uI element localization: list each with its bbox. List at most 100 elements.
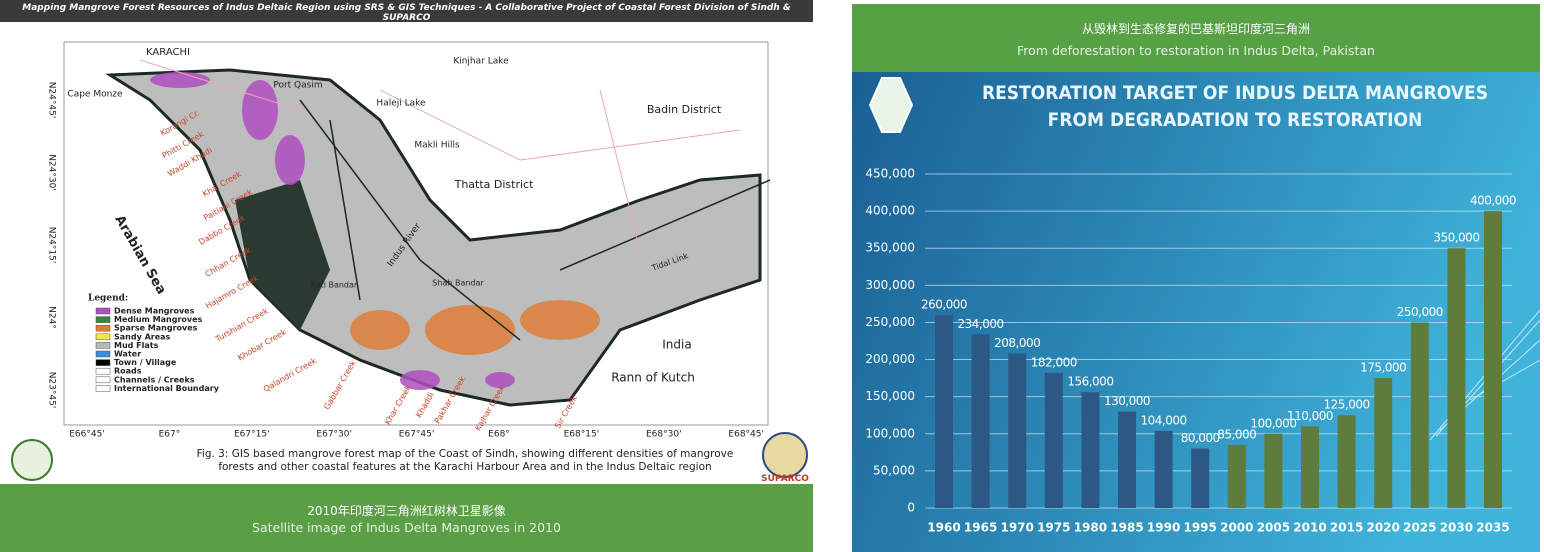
value-label: 175,000 [1360, 361, 1406, 375]
longitude-label: E68° [488, 430, 510, 440]
y-tick-label: 100,000 [865, 426, 915, 440]
bar [1118, 411, 1136, 508]
x-tick-label: 1970 [1000, 521, 1033, 535]
chart-title: RESTORATION TARGET OF INDUS DELTA MANGRO… [981, 82, 1489, 131]
place-label: Kinjhar Lake [453, 57, 509, 67]
bar [1008, 353, 1027, 508]
bar [935, 315, 953, 508]
bar [1154, 430, 1173, 508]
x-tick-label: 2010 [1293, 521, 1326, 535]
y-tick-label: 150,000 [865, 389, 915, 403]
latitude-label: N24°15' [47, 227, 57, 264]
x-tick-label: 2000 [1220, 521, 1253, 535]
value-label: 125,000 [1324, 398, 1370, 412]
longitude-label: E67°30' [316, 430, 352, 440]
map-footer-bar [0, 484, 813, 552]
x-tick-label: 1990 [1147, 521, 1180, 535]
x-tick-label: 1965 [964, 521, 997, 535]
legend-label: Medium Mangroves [114, 315, 203, 324]
x-tick-label: 2015 [1330, 521, 1363, 535]
longitude-label: E68°15' [564, 430, 600, 440]
longitude-label: E67° [159, 430, 181, 440]
value-label: 156,000 [1067, 375, 1113, 389]
map-header: Mapping Mangrove Forest Resources of Ind… [22, 3, 791, 23]
delta-dark [235, 180, 330, 330]
y-tick-label: 300,000 [865, 278, 915, 292]
y-tick-label: 0 [907, 501, 915, 515]
legend-swatch [95, 307, 111, 315]
bar [1044, 372, 1063, 508]
panel-header-en: From deforestation to restoration in Ind… [1017, 43, 1375, 58]
bar [1447, 248, 1466, 508]
chart-logo [868, 77, 914, 133]
y-tick-label: 50,000 [873, 463, 915, 477]
x-tick-label: 1980 [1074, 521, 1107, 535]
logo-suparco [762, 432, 808, 478]
y-tick-label: 400,000 [865, 204, 915, 218]
creeks [299, 99, 771, 341]
longitude-label: E66°45' [69, 430, 105, 440]
place-label: Port Qasim [273, 81, 322, 91]
place-label: Rann of Kutch [611, 371, 695, 385]
place-label: India [662, 338, 691, 352]
value-label: 208,000 [994, 336, 1040, 350]
y-tick-label: 250,000 [865, 315, 915, 329]
legend-swatch [95, 316, 111, 323]
place-label: Thatta District [454, 178, 534, 191]
place-label: Haleji Lake [376, 99, 426, 109]
x-tick-label: 2030 [1440, 521, 1473, 535]
footer-cn: 2010年印度河三角洲红树林卫星影像 [307, 504, 506, 518]
legend-label: Roads [114, 367, 142, 376]
bar [971, 334, 990, 508]
panel-header-cn: 从毁林到生态修复的巴基斯坦印度河三角洲 [1081, 22, 1310, 36]
value-label: 182,000 [1031, 355, 1077, 369]
place-label: Shah Bandar [432, 279, 484, 288]
x-tick-label: 2025 [1403, 521, 1436, 535]
legend-title: Legend: [88, 294, 128, 304]
legend-label: Channels / Creeks [114, 375, 195, 384]
place-label: KARACHI [146, 47, 190, 58]
legend-label: Sparse Mangroves [114, 324, 198, 333]
value-label: 130,000 [1104, 394, 1150, 408]
x-tick-label: 2020 [1366, 521, 1399, 535]
legend-label: Town / Village [114, 358, 177, 367]
bar [1301, 426, 1319, 508]
bar [1264, 433, 1283, 508]
place-label: Makli Hills [414, 141, 460, 151]
place-label: Badin District [647, 103, 722, 116]
x-tick-label: 2005 [1257, 521, 1290, 535]
value-label: 85,000 [1217, 427, 1256, 441]
legend-swatch [95, 350, 111, 358]
y-tick-label: 200,000 [865, 352, 915, 366]
legend-label: Water [114, 350, 141, 359]
latitude-label: N24°30' [47, 154, 57, 191]
value-label: 260,000 [921, 298, 967, 312]
place-label: Keti Bandar [311, 281, 358, 290]
bar [1337, 415, 1356, 508]
value-label: 350,000 [1433, 231, 1479, 245]
legend-label: Dense Mangroves [114, 307, 195, 316]
y-tick-label: 350,000 [865, 241, 915, 255]
bar [1484, 211, 1502, 508]
bar [1081, 392, 1100, 508]
latitude-label: N24° [47, 306, 57, 329]
value-label: 100,000 [1250, 416, 1296, 430]
legend-swatch [95, 367, 111, 375]
value-label: 234,000 [958, 317, 1004, 331]
value-label: 80,000 [1181, 431, 1220, 445]
bar [1374, 378, 1393, 508]
legend-swatch [95, 333, 111, 341]
y-tick-label: 450,000 [865, 167, 915, 181]
longitude-label: E68°30' [646, 430, 682, 440]
latitude-label: N23°45' [47, 372, 57, 409]
x-tick-label: 1995 [1183, 521, 1216, 535]
x-tick-label: 1985 [1110, 521, 1143, 535]
longitude-label: E68°45' [728, 430, 764, 440]
legend-swatch [95, 359, 111, 366]
x-tick-label: 1960 [927, 521, 960, 535]
roads [139, 59, 741, 251]
bar [1227, 444, 1246, 508]
longitude-label: E67°45' [399, 430, 435, 440]
